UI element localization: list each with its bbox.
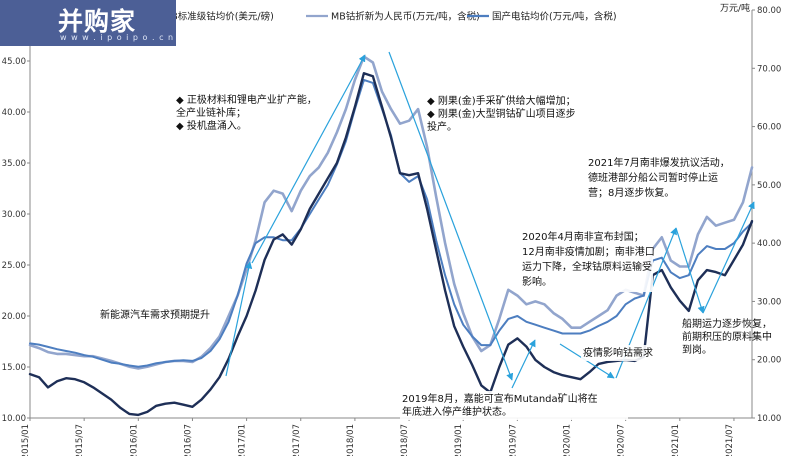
right-tick-label: 60.00 <box>757 123 781 133</box>
legend-label-1: MB钴折新为人民币(万元/吨，含税) <box>331 11 480 23</box>
annotation-2-line-1: ◆ 刚果(金)大型铜钴矿山项目逐步 <box>427 107 576 120</box>
left-tick-label: 25.00 <box>2 261 26 271</box>
x-tick-label: 2015/07 <box>75 424 85 456</box>
annotation-4-line-3: 影响。 <box>522 275 552 288</box>
logo-url: w w w . i p o i p o . c n <box>60 33 175 42</box>
x-tick-label: 2016/01 <box>129 424 139 456</box>
series-line-1 <box>28 55 754 370</box>
x-tick-label: 2019/07 <box>508 424 518 456</box>
series-line-2 <box>29 78 753 368</box>
left-tick-label: 40.00 <box>2 108 26 118</box>
annotation-1-line-0: ◆ 正极材料和锂电产业扩产能， <box>176 93 317 106</box>
x-tick-label: 2018/07 <box>400 424 410 456</box>
right-tick-label: 70.00 <box>757 64 781 74</box>
trend-arrow-0 <box>225 261 253 377</box>
annotation-bg-5 <box>581 345 648 361</box>
x-tick-label: 2015/01 <box>21 424 31 456</box>
right-tick-label: 30.00 <box>757 297 781 307</box>
right-tick-label: 10.00 <box>757 414 781 424</box>
x-tick-label: 2018/01 <box>346 424 356 456</box>
annotation-6-line-2: 营；8月逐步恢复。 <box>588 186 674 199</box>
annotation-bg-3 <box>400 391 628 420</box>
annotation-7-line-2: 到岗。 <box>682 344 712 356</box>
trend-arrow-3 <box>511 339 536 389</box>
x-tick-label: 2021/07 <box>725 424 735 456</box>
x-tick-label: 2019/01 <box>454 424 464 456</box>
left-tick-label: 30.00 <box>2 210 26 220</box>
annotation-2-line-0: ◆ 刚果(金)手采矿供给大幅增加； <box>427 94 576 107</box>
logo: 并购家 w w w . i p o i p o . c n <box>0 0 176 46</box>
left-tick-label: 10.00 <box>2 414 26 424</box>
annotation-3-line-0: 2019年8月，嘉能可宣布Mutanda矿山将在 <box>402 392 598 405</box>
annotation-3-line-1: 年底进入停产维护状态。 <box>402 405 512 418</box>
logo-name: 并购家 <box>58 7 137 36</box>
x-tick-label: 2017/01 <box>238 424 248 456</box>
annotation-2-line-2: 投产。 <box>427 120 457 133</box>
annotation-1-line-2: ◆ 投机盘涌入。 <box>176 119 247 132</box>
x-tick-label: 2016/07 <box>183 424 193 456</box>
legend-label-2: 国产电钴均价(万元/吨，含税) <box>492 11 617 23</box>
left-tick-label: 35.00 <box>2 159 26 169</box>
annotation-7-line-1: 前期积压的原料集中 <box>682 330 772 343</box>
annotation-4-line-0: 2020年4月南非宣布封国； <box>522 230 644 243</box>
right-axis-unit: 万元/吨 <box>720 2 750 14</box>
annotation-5-line-0: 疫情影响钴需求 <box>583 346 653 359</box>
annotation-1-line-1: 全产业链补库； <box>176 106 246 119</box>
left-tick-label: 20.00 <box>2 312 26 322</box>
trend-arrow-1 <box>251 54 366 264</box>
right-tick-label: 50.00 <box>757 181 781 191</box>
x-tick-label: 2021/01 <box>671 424 681 456</box>
annotation-4-line-1: 12月南非疫情加剧；南非港口 <box>522 245 655 258</box>
left-tick-label: 15.00 <box>2 363 26 373</box>
right-tick-label: 80.00 <box>757 6 781 16</box>
right-tick-label: 40.00 <box>757 239 781 249</box>
x-tick-label: 2020/07 <box>617 424 627 456</box>
annotation-bg-7 <box>680 316 750 358</box>
annotation-4-line-2: 运力下降，全球钴原料运输受 <box>522 260 652 273</box>
annotation-0-line-0: 新能源汽车需求预期提升 <box>100 308 210 321</box>
left-tick-label: 45.00 <box>2 57 26 67</box>
annotation-6-line-1: 德班港部分船公司暂时停止运 <box>588 171 718 184</box>
x-tick-label: 2017/07 <box>292 424 302 456</box>
right-tick-label: 20.00 <box>757 356 781 366</box>
annotation-7-line-0: 船期运力逐步恢复， <box>682 317 772 330</box>
trend-arrow-6 <box>675 227 705 314</box>
x-tick-label: 2020/01 <box>563 424 573 456</box>
annotation-bg-4 <box>520 229 653 292</box>
trend-arrow-7 <box>702 201 755 314</box>
legend-label-0: MB标准级钴均价(美元/磅) <box>163 11 274 23</box>
annotation-6-line-0: 2021年7月南非爆发抗议活动， <box>588 156 730 169</box>
trend-arrow-2 <box>388 51 514 381</box>
